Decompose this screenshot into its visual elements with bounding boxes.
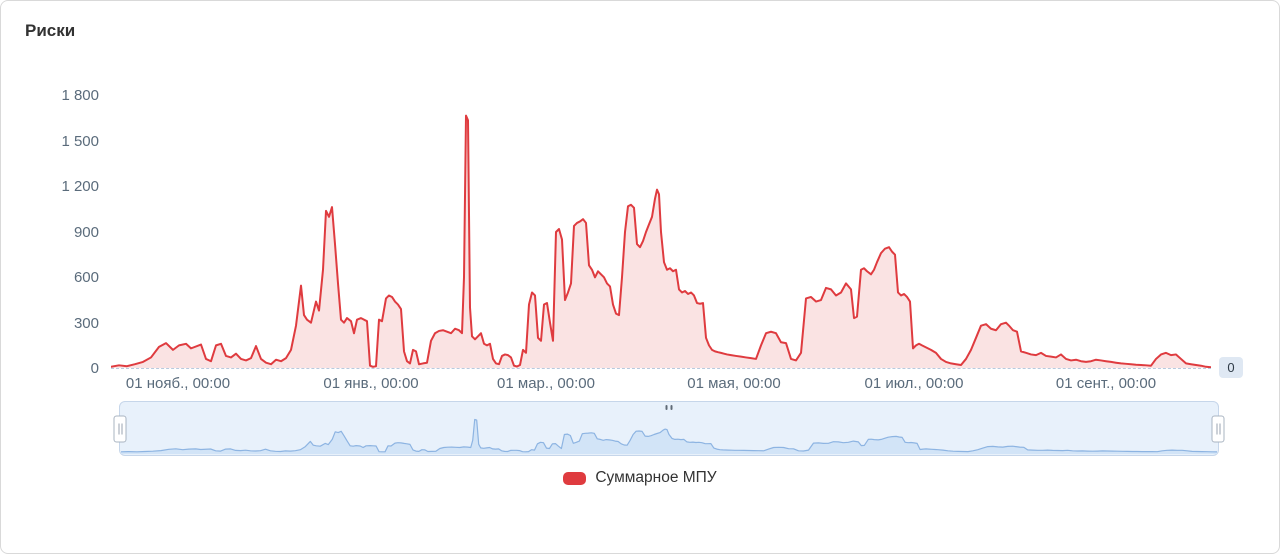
x-axis-tick-label: 01 мая, 00:00 [687, 375, 781, 392]
legend[interactable]: Суммарное МПУ [1, 469, 1279, 487]
y-axis-tick-label: 1 800 [61, 87, 99, 104]
y-axis-tick-label: 1 500 [61, 132, 99, 150]
y-axis-tick-label: 1 200 [61, 178, 99, 195]
y-axis-tick-label: 900 [73, 223, 99, 241]
y-axis-labels: 1 800 1 500 1 200 900 600 300 0 [1, 87, 99, 377]
x-axis-tick-label: 01 июл., 00:00 [864, 375, 964, 392]
navigator-area-fill [121, 419, 1217, 454]
current-value-badge: 0 [1219, 357, 1243, 378]
y-axis-tick-label: 300 [73, 314, 99, 332]
x-axis-labels: 01 нояб., 00:00 01 янв., 00:00 01 мар., 00… [111, 375, 1211, 397]
y-axis-tick-label: 0 [90, 360, 99, 377]
navigator-mini-chart [121, 418, 1217, 454]
series-line[interactable] [111, 114, 1211, 368]
navigator-line [121, 418, 1217, 453]
x-axis-tick-label: 01 сент., 00:00 [1055, 375, 1157, 392]
navigator[interactable] [113, 401, 1225, 456]
legend-label: Суммарное МПУ [595, 469, 717, 486]
navigator-right-handle[interactable] [1211, 415, 1225, 442]
y-axis-tick-label: 600 [73, 269, 99, 286]
navigator-grip-icon[interactable] [665, 405, 673, 410]
x-axis-tick-label: 01 мар., 00:00 [497, 375, 595, 392]
main-chart-svg[interactable] [111, 96, 1211, 368]
x-axis-tick-label: 01 янв., 00:00 [323, 375, 419, 392]
page-title: Риски [25, 21, 76, 40]
navigator-left-handle[interactable] [113, 415, 127, 442]
x-axis-tick-label: 01 нояб., 00:00 [125, 375, 231, 392]
plot-area[interactable] [111, 96, 1211, 369]
legend-marker [563, 471, 587, 485]
